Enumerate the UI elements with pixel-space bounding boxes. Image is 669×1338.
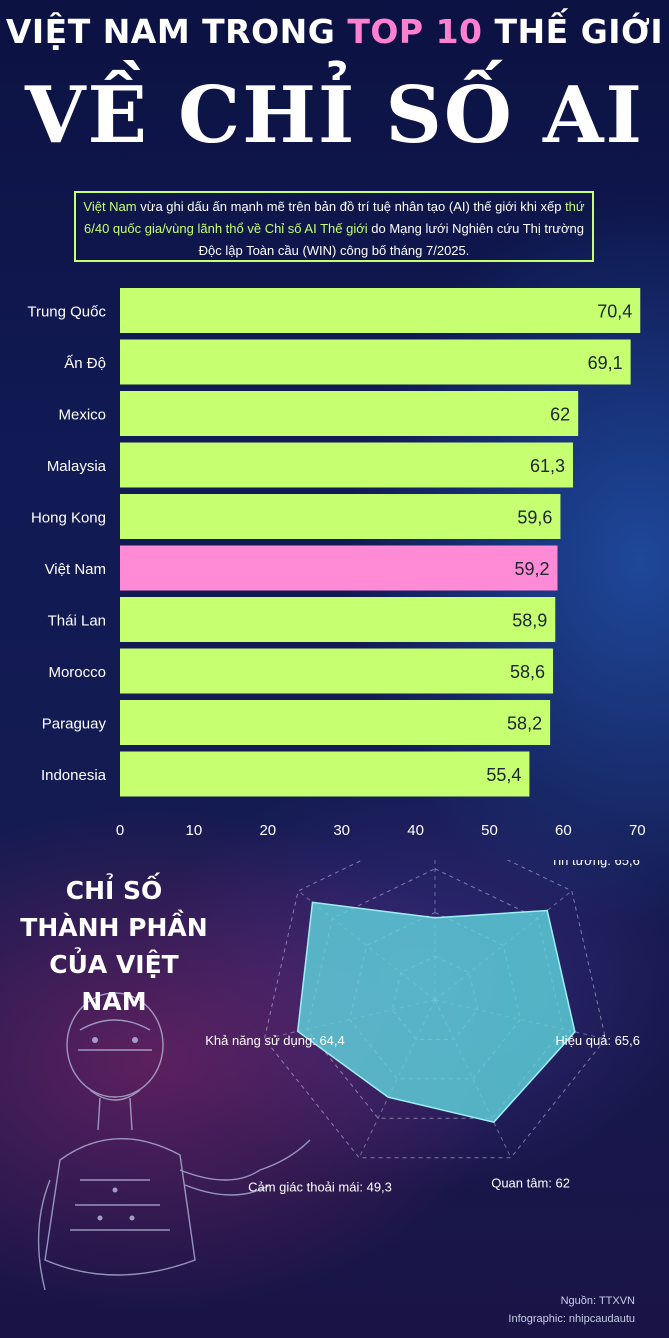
radar-title-line-1: CHỈ SỐ xyxy=(65,876,163,905)
bar-morocco xyxy=(120,648,554,694)
radar-title-line-2: THÀNH PHẦN xyxy=(20,913,208,942)
radar-series xyxy=(296,901,576,1124)
category-label: Thái Lan xyxy=(48,613,106,630)
main-title: VỀ CHỈ SỐ AI xyxy=(25,70,644,161)
value-label: 55,4 xyxy=(486,765,521,785)
category-label: Trung Quốc xyxy=(27,304,106,321)
radar-axis-label: Quan tâm: 62 xyxy=(491,1176,570,1191)
category-label: Hong Kong xyxy=(31,510,106,527)
radar-spoke xyxy=(434,999,606,1040)
robot-illustration xyxy=(37,992,311,1291)
value-label: 69,1 xyxy=(588,353,623,373)
intro-country: Việt Nam xyxy=(83,199,137,214)
x-tick-label: 0 xyxy=(116,822,124,838)
value-label: 58,9 xyxy=(512,611,547,631)
category-label: Paraguay xyxy=(42,716,107,733)
bar-paraguay xyxy=(120,700,551,745)
value-label: 58,6 xyxy=(510,662,545,682)
title-line-1-start: VIỆT NAM TRONG xyxy=(5,12,336,51)
bar-chart: Trung Quốc 70,4 Ấn Độ 69,1 Mexico 62 Malaysia 6… xyxy=(27,288,646,838)
x-tick-label: 70 xyxy=(629,822,646,838)
x-tick-label: 50 xyxy=(481,822,498,838)
bar-hong-kong xyxy=(120,494,561,539)
bar-trung-quốc xyxy=(120,288,641,333)
radar-spoke xyxy=(434,999,512,1158)
category-label: Mexico xyxy=(58,407,106,424)
radar-axis-label: Khả năng sử dụng: 64,4 xyxy=(205,1033,345,1048)
radar-title-line-3: CỦA VIỆT NAM xyxy=(49,950,179,1016)
bar-ấn-độ xyxy=(120,339,631,385)
category-label: Việt Nam xyxy=(45,561,106,578)
radar-grid-ring xyxy=(263,860,607,1159)
intro-rank: thứ 6/40 quốc gia/vùng lãnh thổ về Chỉ s… xyxy=(84,199,585,236)
value-label: 59,6 xyxy=(517,508,552,528)
intro-box: Việt Nam vừa ghi dấu ấn mạnh mẽ trên bản… xyxy=(74,191,594,262)
value-label: 61,3 xyxy=(530,456,565,476)
value-label: 58,2 xyxy=(507,714,542,734)
x-tick-label: 30 xyxy=(333,822,350,838)
intro-text-2: do Mạng lưới Nghiên cứu Thị trường Độc l… xyxy=(198,221,584,258)
intro-text-1: vừa ghi dấu ấn mạnh mẽ trên bản đồ trí t… xyxy=(136,199,566,214)
radar-spoke xyxy=(264,999,436,1040)
bar-mexico xyxy=(120,391,579,436)
title-line-1-end: THẾ GIỚI xyxy=(494,12,664,51)
source-credit: Nguồn: TTXVN xyxy=(560,1295,635,1307)
title-line-1: VIỆT NAM TRONG TOP 10 THẾ GIỚI xyxy=(0,12,669,51)
radar-spoke xyxy=(434,890,573,1001)
bar-thái-lan xyxy=(120,597,556,642)
category-label: Indonesia xyxy=(41,767,107,784)
value-label: 59,2 xyxy=(514,559,549,579)
radar-axis-label: Tin tưởng: 65,6 xyxy=(551,860,640,868)
bar-indonesia xyxy=(120,751,530,797)
category-label: Morocco xyxy=(48,664,106,681)
value-label: 62 xyxy=(550,405,570,425)
x-tick-label: 40 xyxy=(407,822,424,838)
category-label: Ấn Độ xyxy=(64,355,106,372)
x-tick-label: 60 xyxy=(555,822,572,838)
value-label: 70,4 xyxy=(597,302,632,322)
radar-spoke xyxy=(358,999,436,1158)
x-tick-label: 10 xyxy=(186,822,203,838)
credits: Nguồn: TTXVN Infographic: nhipcaudautu xyxy=(508,1292,635,1328)
category-label: Malaysia xyxy=(47,458,107,475)
bar-việt-nam xyxy=(120,545,558,591)
title-highlight: TOP 10 xyxy=(347,12,483,51)
infographic-credit: Infographic: nhipcaudautu xyxy=(508,1313,635,1325)
radar-section-title: CHỈ SỐ THÀNH PHẦN CỦA VIỆT NAM xyxy=(14,872,214,1020)
radar-axis-label: Hiệu quả: 65,6 xyxy=(555,1033,640,1048)
bar-malaysia xyxy=(120,442,574,488)
radar-axis-label: Cảm giác thoải mái: 49,3 xyxy=(248,1180,392,1195)
x-tick-label: 20 xyxy=(259,822,276,838)
